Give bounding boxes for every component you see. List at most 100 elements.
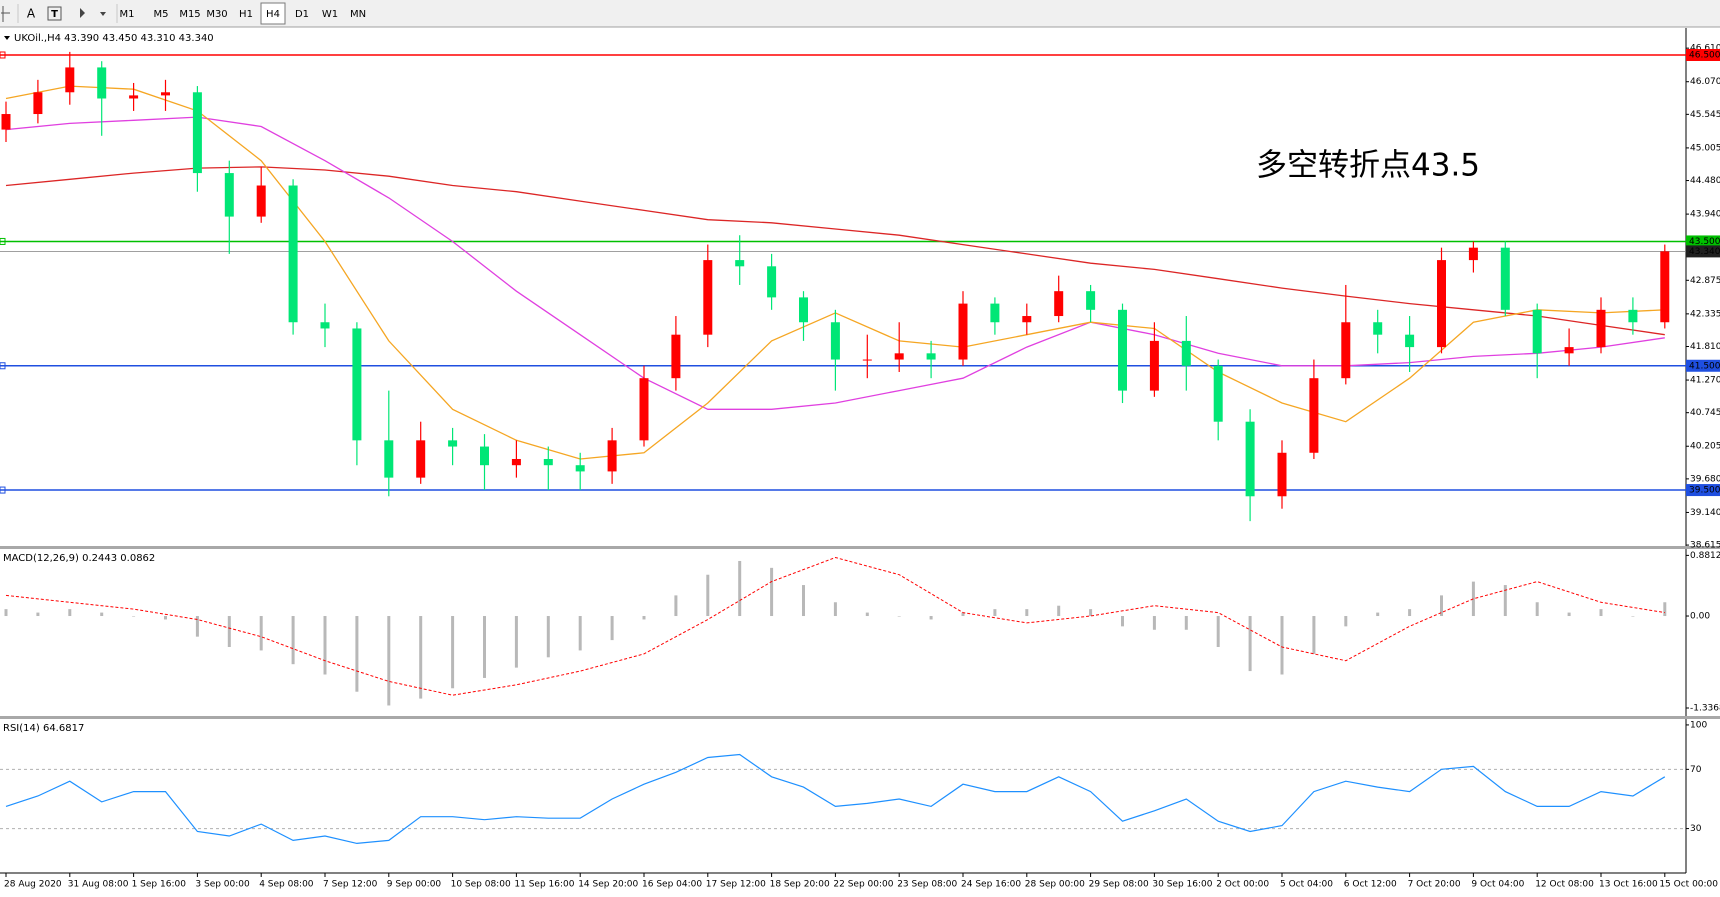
candle-body	[1181, 340, 1191, 366]
y-tick-label: 39.680	[1690, 474, 1720, 484]
level-marker	[0, 237, 6, 245]
candle-body	[543, 458, 553, 466]
level-label: 39.500	[1689, 486, 1720, 496]
x-tick-label: 7 Sep 12:00	[323, 880, 378, 890]
y-tick-label: 30	[1690, 824, 1702, 834]
candle-body	[33, 92, 43, 115]
y-tick-label: 0.00	[1690, 612, 1710, 622]
macd-bar	[1440, 595, 1443, 617]
candle-body	[862, 359, 872, 361]
timeframe-button[interactable]: W1	[322, 9, 338, 20]
objects-tool[interactable]	[80, 8, 106, 18]
label-tool[interactable]: T	[47, 6, 62, 21]
macd-bar	[610, 616, 614, 641]
x-tick-label: 29 Sep 08:00	[1089, 880, 1149, 890]
toolbar-bg	[0, 0, 1720, 27]
level-label: 41.500	[1689, 361, 1720, 371]
level-label-bg	[1686, 484, 1720, 497]
candle-body	[926, 353, 936, 360]
candle-body	[1468, 247, 1478, 261]
macd-bar	[68, 609, 72, 617]
candle-body	[958, 303, 968, 360]
macd-bar	[1599, 609, 1603, 617]
candle-body	[288, 185, 298, 323]
macd-bar	[993, 609, 997, 617]
x-tick-label: 4 Sep 08:00	[259, 880, 314, 890]
x-tick-label: 28 Aug 2020	[4, 880, 62, 890]
macd-bar	[36, 612, 40, 617]
timeframe-button[interactable]: H4	[266, 9, 280, 20]
x-tick-label: 6 Oct 12:00	[1344, 880, 1397, 890]
crosshair-icon[interactable]	[1, 6, 10, 22]
rsi-line	[5, 753, 1666, 845]
rsi-title: RSI(14) 64.6817	[3, 723, 84, 734]
macd-bar	[195, 616, 199, 637]
timeframe-button[interactable]: M1	[120, 9, 135, 20]
macd-bar	[1471, 581, 1475, 617]
candle-body	[703, 260, 713, 335]
macd-bar	[865, 612, 869, 617]
candle-body	[1532, 309, 1542, 354]
candle-body	[767, 266, 777, 298]
timeframe-button[interactable]: MN	[350, 9, 366, 20]
candle-body	[416, 440, 426, 478]
candle-body	[1437, 260, 1446, 348]
x-tick-label: 1 Sep 16:00	[132, 880, 187, 890]
macd-bar	[1057, 605, 1061, 617]
level-label: 46.500	[1689, 50, 1720, 60]
timeframe-button[interactable]: M5	[154, 9, 169, 20]
title-marker	[4, 36, 10, 40]
macd-bar	[1280, 616, 1284, 675]
candle-body	[161, 92, 170, 96]
macd-bar	[1344, 616, 1348, 627]
macd-bar	[1312, 616, 1316, 654]
macd-bar	[1152, 616, 1156, 630]
macd-bar	[1663, 602, 1667, 617]
x-tick-label: 7 Oct 20:00	[1408, 880, 1461, 890]
macd-bar	[929, 616, 933, 620]
timeframe-button[interactable]: M30	[206, 9, 227, 20]
x-tick-label: 10 Sep 08:00	[451, 880, 511, 890]
candle-body	[224, 173, 234, 217]
candle-body	[352, 328, 362, 441]
y-tick-label: 70	[1690, 765, 1702, 775]
level-label-bg	[1686, 359, 1720, 372]
candle-body	[735, 260, 745, 267]
text-tool[interactable]: A	[27, 7, 36, 21]
level-marker	[0, 486, 6, 494]
candle-body	[1500, 247, 1510, 310]
current-price-bg	[1686, 245, 1720, 258]
candle-body	[384, 440, 394, 478]
x-tick-label: 12 Oct 08:00	[1535, 880, 1594, 890]
level-marker	[0, 362, 6, 370]
macd-bar	[578, 616, 582, 651]
x-tick-label: 15 Oct 00:00	[1659, 880, 1718, 890]
y-tick-label: 45.005	[1690, 143, 1720, 153]
timeframe-button[interactable]: H1	[239, 9, 253, 20]
macd-bar	[1089, 609, 1093, 617]
x-tick-label: 30 Sep 16:00	[1152, 880, 1212, 890]
candle-body	[320, 322, 330, 329]
macd-bar	[451, 616, 455, 689]
candle-body	[671, 334, 681, 379]
candle-body	[894, 353, 904, 360]
candle-body	[1405, 334, 1415, 348]
x-tick-label: 2 Oct 00:00	[1216, 880, 1269, 890]
y-tick-label: 40.205	[1690, 442, 1720, 452]
macd-bar	[1535, 602, 1539, 617]
level-marker	[0, 51, 6, 59]
y-tick-label: 46.610	[1690, 44, 1720, 54]
level-label-bg	[1686, 235, 1720, 248]
macd-bar	[546, 616, 550, 658]
macd-bar	[1121, 616, 1124, 627]
candle-body	[575, 465, 585, 472]
timeframe-button[interactable]: D1	[295, 9, 309, 20]
x-tick-label: 16 Sep 04:00	[642, 880, 702, 890]
x-tick-label: 14 Sep 20:00	[578, 880, 638, 890]
macd-bar	[1631, 616, 1635, 617]
candle-body	[639, 378, 649, 441]
candle-body	[256, 185, 266, 217]
candle-body	[511, 458, 521, 466]
candle-body	[1309, 378, 1319, 453]
timeframe-button[interactable]: M15	[179, 9, 200, 20]
